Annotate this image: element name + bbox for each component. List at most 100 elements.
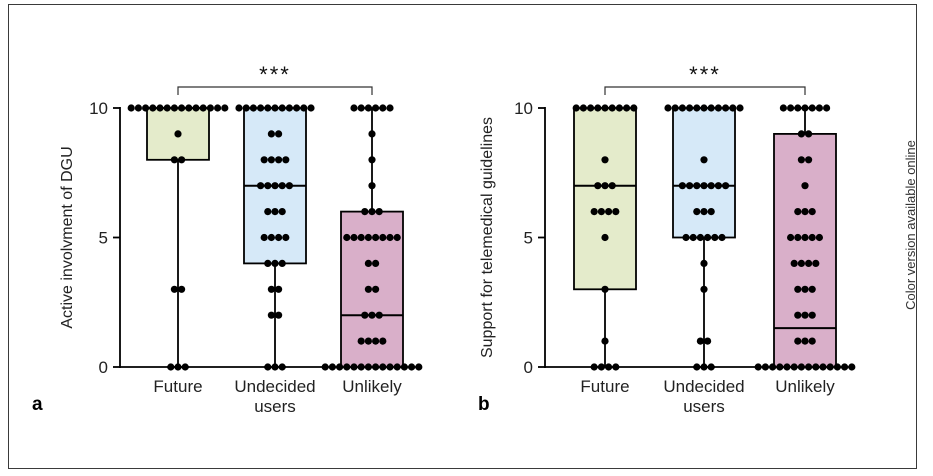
data-point [815, 233, 824, 242]
data-point [264, 104, 272, 112]
data-point [400, 363, 408, 371]
data-point [386, 104, 394, 112]
significance-bracket [177, 86, 373, 95]
x-tick-label: Undecided [234, 377, 315, 396]
data-point [264, 363, 272, 371]
data-point [178, 104, 186, 112]
data-point [275, 156, 283, 164]
data-point [293, 104, 301, 112]
data-point [278, 104, 286, 112]
data-point [372, 337, 380, 345]
data-point [718, 233, 726, 242]
iqr-box [573, 107, 637, 291]
data-point [808, 285, 816, 293]
data-point [357, 337, 365, 345]
data-point [794, 104, 802, 112]
data-point [275, 233, 283, 242]
data-point [808, 208, 816, 216]
data-point [812, 259, 820, 267]
x-tick-label: Unlikely [342, 377, 402, 396]
data-point [693, 208, 701, 216]
data-point [282, 233, 290, 242]
data-point [801, 233, 809, 242]
data-point [267, 156, 275, 164]
data-point [579, 104, 588, 112]
data-point [264, 259, 272, 267]
data-point [127, 104, 135, 112]
y-tick-label: 0 [524, 358, 533, 377]
data-point [415, 363, 423, 371]
data-point [408, 363, 416, 371]
data-point [285, 182, 293, 190]
data-point [364, 363, 372, 371]
data-point [805, 156, 813, 164]
data-point [260, 233, 268, 242]
data-point [393, 363, 401, 371]
panel-label: a [32, 394, 43, 415]
data-point [601, 233, 609, 242]
data-point [278, 208, 286, 216]
data-point [823, 104, 831, 112]
panel-label: b [478, 394, 490, 415]
data-point [364, 104, 372, 112]
data-point [794, 337, 802, 345]
data-point [704, 337, 712, 345]
data-point [711, 233, 719, 242]
data-point [700, 363, 708, 371]
data-point [368, 130, 376, 138]
data-point [206, 104, 214, 112]
data-point [257, 104, 265, 112]
data-point [826, 363, 834, 371]
data-point [372, 233, 380, 242]
data-point [671, 104, 679, 112]
data-point [368, 182, 376, 190]
x-tick-label: Future [580, 377, 629, 396]
data-point [693, 363, 701, 371]
data-point [368, 311, 376, 319]
data-point [794, 285, 802, 293]
data-point [815, 104, 824, 112]
data-point [808, 104, 816, 112]
data-point [221, 104, 229, 112]
data-point [848, 363, 856, 371]
data-point [812, 363, 820, 371]
y-tick-label: 10 [89, 99, 108, 118]
data-point [587, 104, 595, 112]
data-point [841, 363, 849, 371]
data-point [722, 182, 730, 190]
data-point [372, 104, 380, 112]
x-tick-label: Unlikely [775, 377, 835, 396]
data-point [707, 182, 715, 190]
data-point [379, 104, 387, 112]
data-point [364, 337, 372, 345]
data-point [364, 233, 372, 242]
x-tick-label: users [254, 397, 296, 416]
data-point [801, 285, 809, 293]
data-point [167, 363, 175, 371]
data-point [357, 363, 365, 371]
data-point [686, 104, 694, 112]
data-point [608, 182, 616, 190]
data-point [379, 363, 387, 371]
y-tick-label: 10 [514, 99, 533, 118]
data-point [736, 104, 744, 112]
data-point [278, 259, 286, 267]
data-point [805, 130, 813, 138]
box-future [572, 104, 638, 371]
data-point [707, 208, 715, 216]
data-point [594, 104, 602, 112]
data-point [267, 233, 275, 242]
data-point [393, 233, 401, 242]
data-point [170, 285, 178, 293]
data-point [350, 233, 358, 242]
data-point [372, 259, 380, 267]
x-tick-label: Future [153, 377, 202, 396]
data-point [787, 104, 795, 112]
panel-b: 0 5 10 Support for telemedical guidelines b *… [478, 62, 856, 416]
iqr-box [146, 107, 210, 161]
data-point [779, 104, 788, 112]
data-point [357, 104, 365, 112]
boxplot-figure: 0 5 10 Active involvment of DGU a *** Future Un… [32, 62, 856, 416]
data-point [350, 363, 358, 371]
data-point [714, 182, 723, 190]
